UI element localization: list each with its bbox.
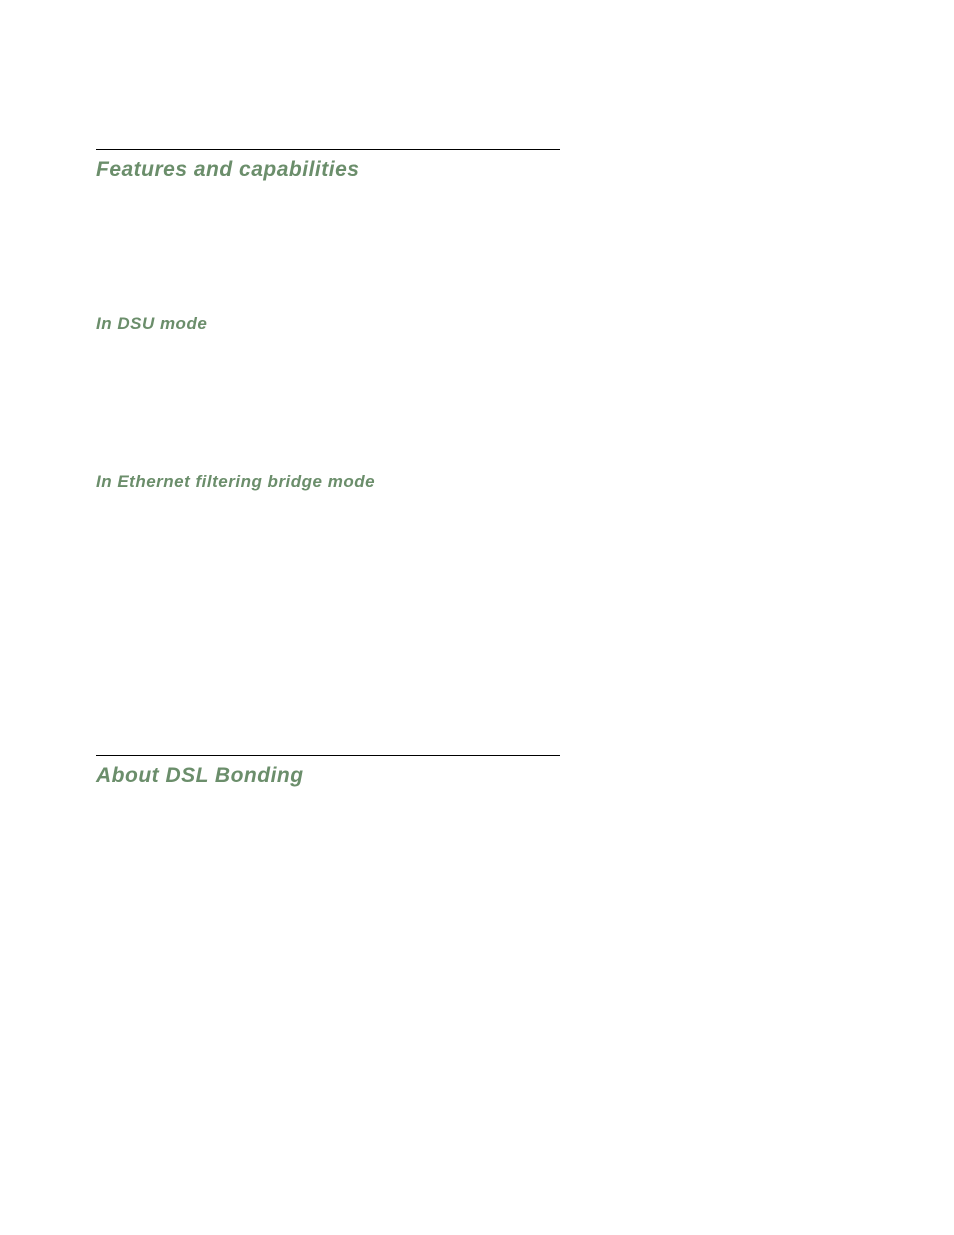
document-page: Features and capabilities In DSU mode In…: [0, 0, 954, 1235]
section-rule-1: [96, 149, 560, 150]
subheading-dsu-mode: In DSU mode: [96, 314, 207, 334]
section-rule-2: [96, 755, 560, 756]
section-heading-features: Features and capabilities: [96, 158, 359, 182]
subheading-ethernet-bridge: In Ethernet filtering bridge mode: [96, 472, 375, 492]
section-heading-dsl-bonding: About DSL Bonding: [96, 764, 304, 788]
